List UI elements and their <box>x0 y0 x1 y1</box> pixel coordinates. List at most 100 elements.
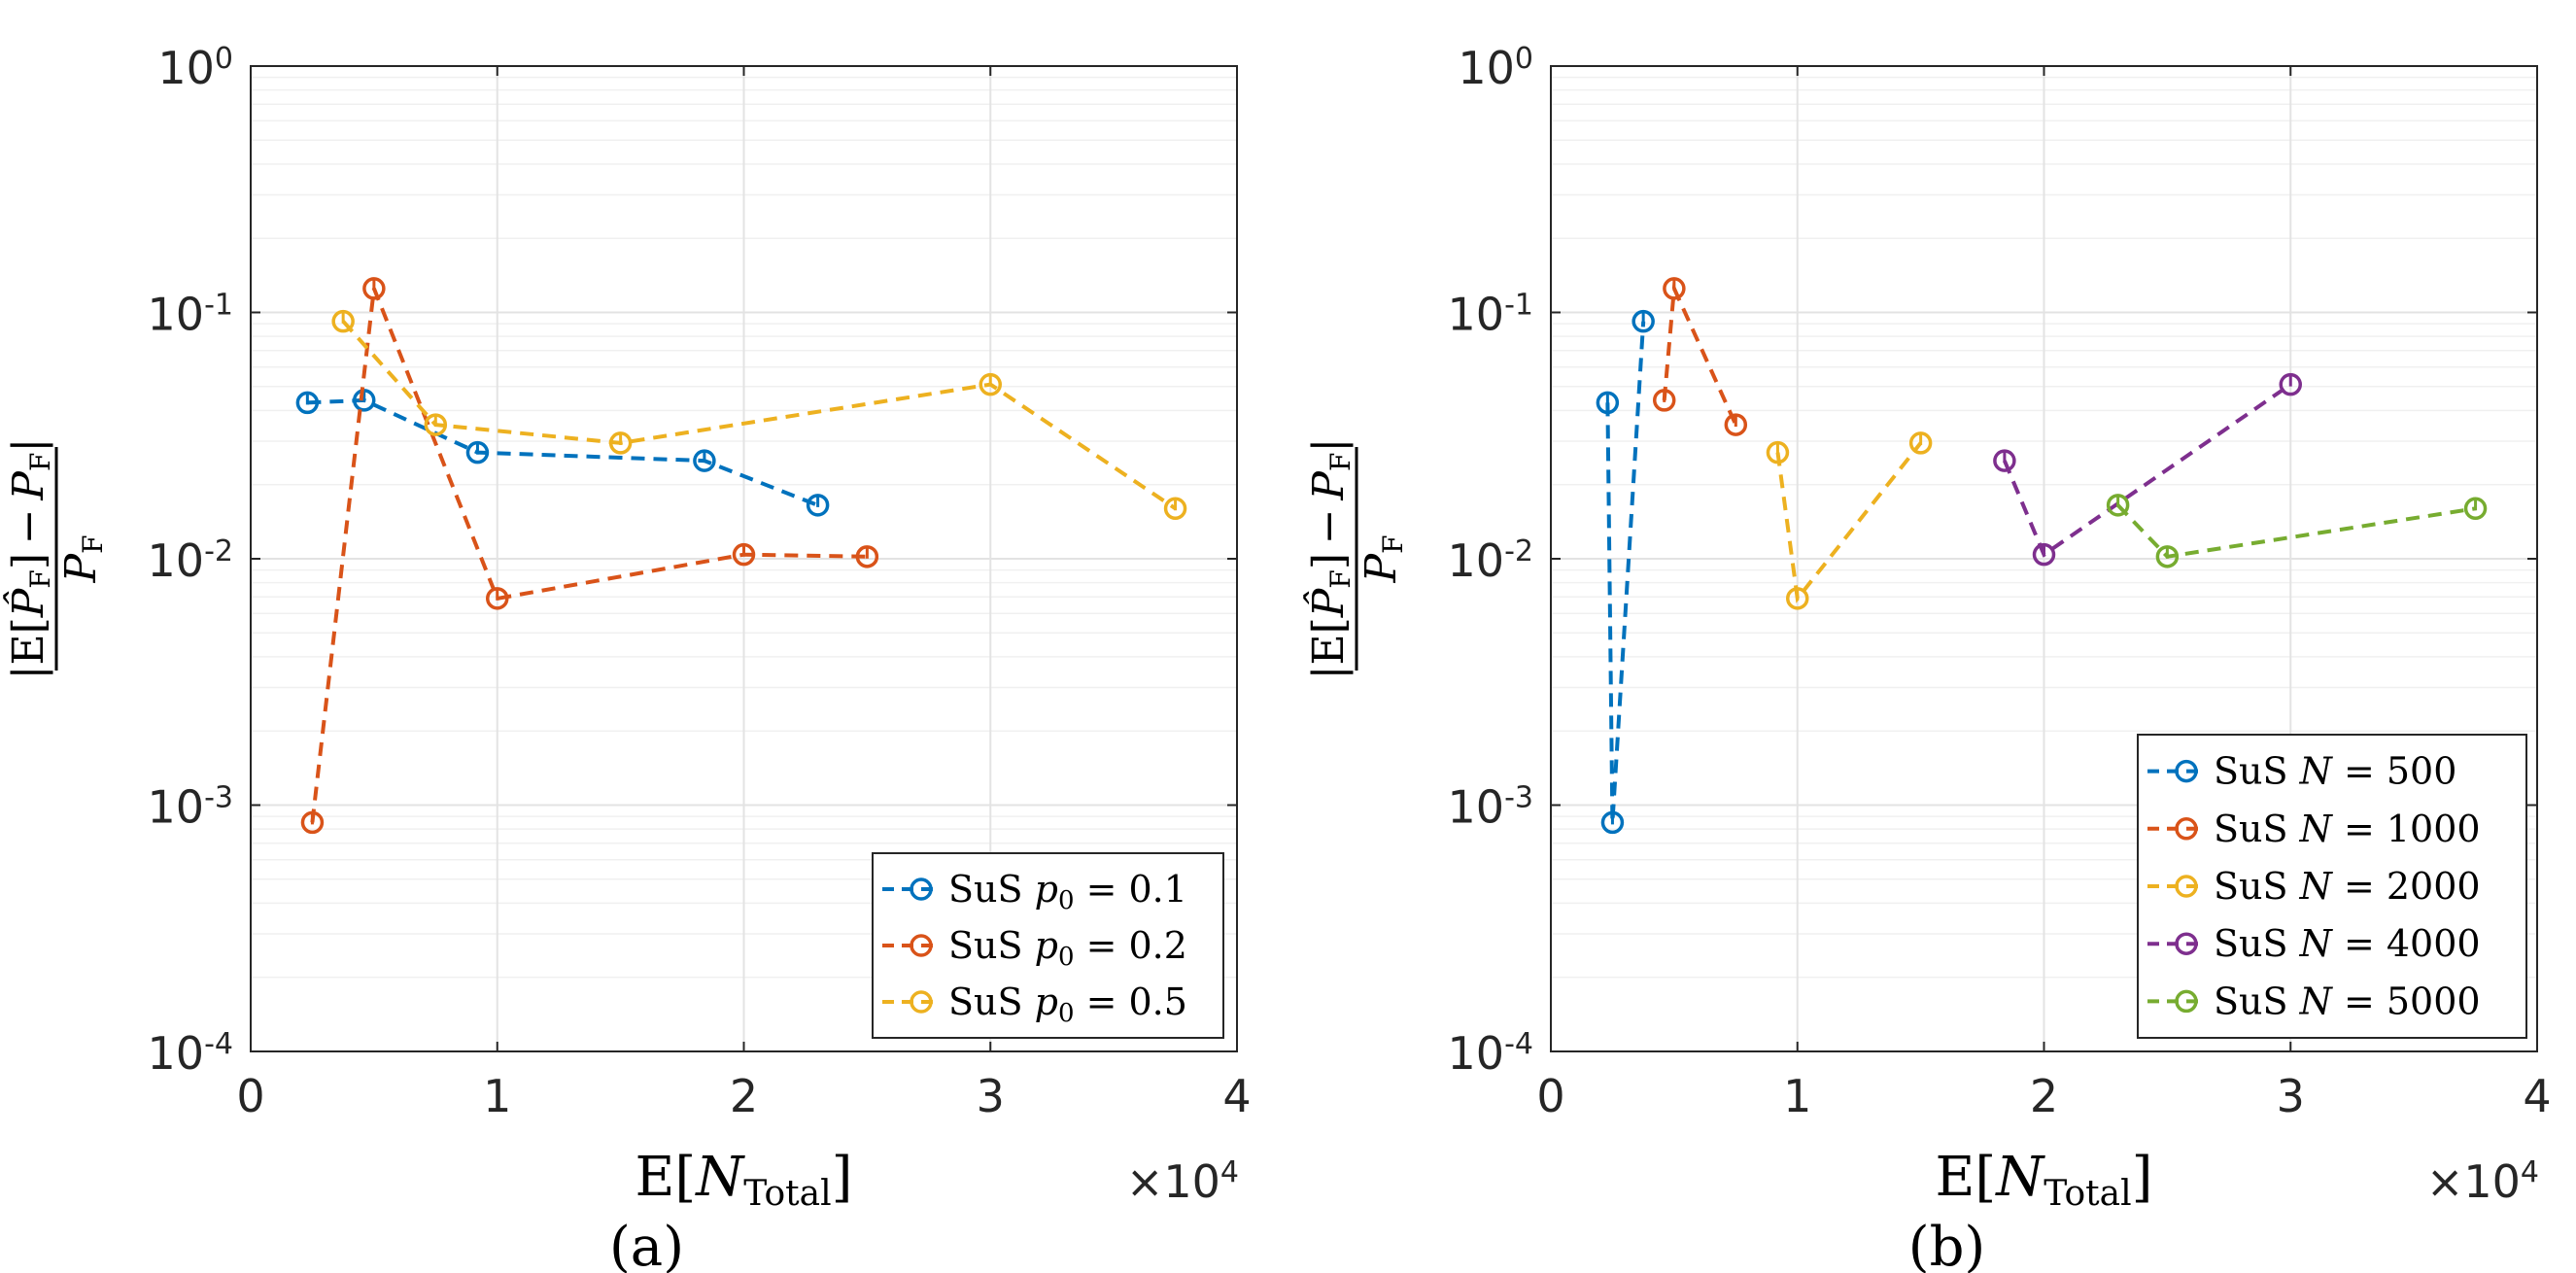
y-label-part: F <box>77 534 109 553</box>
legend-label-part: 0 <box>1058 943 1075 972</box>
legend-label: SuS N = 5000 <box>2214 980 2481 1022</box>
y-label-part: P̂ <box>1302 587 1354 618</box>
legend-label-part: SuS <box>948 981 1035 1023</box>
legend-marker <box>2175 759 2198 783</box>
y-tick-base: 10 <box>1448 1027 1505 1080</box>
x-tick-label: 4 <box>2523 1070 2551 1122</box>
data-point <box>2106 494 2130 517</box>
y-tick-label: 10-3 <box>148 780 233 834</box>
legend-label-part: = 2000 <box>2332 865 2481 908</box>
x-tick-label: 0 <box>1536 1070 1564 1122</box>
y-tick-label: 10-1 <box>1448 288 1533 341</box>
legend-label-part: SuS <box>2214 750 2300 793</box>
y-label-denominator: PF <box>56 534 109 583</box>
legend-label-part: 0 <box>1058 886 1075 915</box>
legend-label: SuS N = 4000 <box>2214 922 2481 965</box>
legend-label-part: SuS <box>2214 865 2300 908</box>
y-tick-base: 10 <box>1458 42 1515 94</box>
x-multiplier: ×104 <box>1126 1155 1239 1209</box>
y-tick-exponent: -2 <box>204 534 233 568</box>
legend-label-part: = 0.1 <box>1075 868 1187 911</box>
legend-label-part: N <box>2299 865 2334 908</box>
y-axis-label: |E[P̂F] − PF|PF <box>1302 438 1409 680</box>
legend-label: SuS p0 = 0.5 <box>948 981 1187 1028</box>
y-tick-exponent: -3 <box>204 780 233 814</box>
x-axis-label: E[NTotal] <box>1936 1146 2153 1214</box>
legend-label-part: SuS <box>2214 922 2300 965</box>
y-label-part: P̂ <box>2 587 53 618</box>
legend-label-part: = 4000 <box>2332 922 2481 965</box>
y-tick-exponent: 0 <box>1515 42 1533 76</box>
series-line <box>1605 321 1646 823</box>
y-tick-exponent: 0 <box>215 42 233 76</box>
x-label-part: ] <box>832 1146 853 1209</box>
series-2 <box>331 309 1187 521</box>
legend-marker <box>2175 989 2198 1014</box>
y-tick-base: 10 <box>148 781 205 834</box>
legend-label-part: = 0.2 <box>1075 924 1187 967</box>
y-label-part: F <box>1324 453 1357 471</box>
series-line <box>310 288 868 823</box>
legend-label-part: N <box>2299 980 2334 1022</box>
legend-label: SuS p0 = 0.1 <box>948 868 1187 915</box>
legend-label-part: SuS <box>2214 980 2300 1022</box>
x-label-part: ] <box>2132 1146 2153 1209</box>
x-label-part: N <box>1994 1146 2045 1209</box>
legend-label-part: = 500 <box>2332 750 2457 793</box>
legend-label: SuS N = 1000 <box>2214 808 2481 850</box>
y-tick-base: 10 <box>1448 289 1505 341</box>
y-tick-base: 10 <box>157 42 215 94</box>
y-label-part: F <box>1377 534 1409 553</box>
y-tick-label: 10-3 <box>1448 780 1533 834</box>
legend-label-part: SuS <box>2214 808 2300 850</box>
y-label-part: P <box>4 470 53 501</box>
y-tick-label: 10-4 <box>1448 1027 1533 1081</box>
x-tick-label: 2 <box>2030 1070 2058 1122</box>
y-label-numerator: |E[P̂F] − PF| <box>2 438 56 680</box>
legend-label-part: = 0.5 <box>1075 981 1187 1023</box>
x-multiplier-exponent: 4 <box>1220 1155 1239 1189</box>
y-tick-label: 100 <box>1458 42 1533 95</box>
x-tick-label: 3 <box>2277 1070 2305 1122</box>
y-tick-label: 100 <box>157 42 233 95</box>
legend-label-part: N <box>2299 808 2334 850</box>
y-tick-exponent: -2 <box>1504 534 1533 568</box>
y-label-part: | <box>1304 438 1354 453</box>
legend-label-part: p <box>1035 981 1058 1023</box>
y-tick-label: 10-2 <box>148 534 233 588</box>
y-tick-exponent: -1 <box>204 288 233 322</box>
series-4 <box>2106 494 2488 568</box>
x-multiplier-base: ×10 <box>2426 1155 2521 1208</box>
y-tick-label: 10-4 <box>148 1027 233 1081</box>
y-label-part: F <box>1324 569 1357 588</box>
x-multiplier-base: ×10 <box>1126 1155 1220 1208</box>
legend-label-part: SuS <box>948 868 1035 911</box>
subplot-a: 0 1 2 3 410010-110-210-310-4×104E[NTotal](a)… <box>2 42 1252 1273</box>
x-label-part: E[ <box>1936 1146 1997 1209</box>
y-label-part: ] − <box>4 500 53 570</box>
y-tick-base: 10 <box>1448 781 1505 834</box>
data-point <box>806 494 830 517</box>
y-tick-exponent: -3 <box>1504 780 1533 814</box>
x-tick-label: 1 <box>1783 1070 1811 1122</box>
y-tick-label: 10-2 <box>1448 534 1533 588</box>
y-axis-label: |E[P̂F] − PF|PF <box>2 438 109 680</box>
series-1 <box>300 277 879 835</box>
y-label-part: |E[ <box>4 617 53 679</box>
y-tick-label: 10-1 <box>148 288 233 341</box>
x-multiplier-exponent: 4 <box>2521 1155 2539 1189</box>
y-tick-base: 10 <box>148 534 205 587</box>
x-tick-label: 4 <box>1222 1070 1251 1122</box>
y-label-part: P <box>1357 553 1406 584</box>
legend-label: SuS p0 = 0.2 <box>948 924 1187 972</box>
x-label-part: Total <box>2044 1174 2131 1214</box>
y-label-part: |E[ <box>1304 617 1354 679</box>
y-label-part: P <box>1304 470 1354 501</box>
legend-marker <box>2175 932 2198 955</box>
legend-marker <box>910 990 933 1014</box>
y-label-part: ] − <box>1304 500 1354 570</box>
legend-label-part: 0 <box>1058 999 1075 1028</box>
